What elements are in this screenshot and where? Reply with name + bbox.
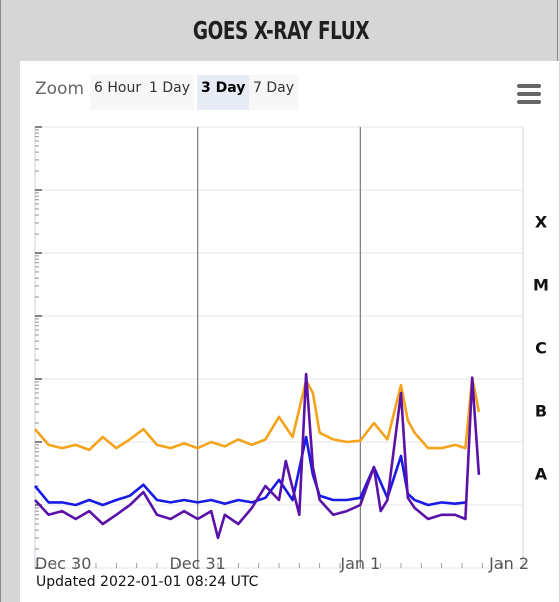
series-line-0 bbox=[34, 376, 481, 452]
series-line-2 bbox=[34, 372, 481, 540]
flare-class-labels: X M C B A bbox=[533, 213, 549, 484]
flare-class-label-x: X bbox=[535, 213, 548, 232]
x-axis-ticks: Dec 30 Dec 31 Jan 1 Jan 2 bbox=[35, 554, 529, 573]
zoom-1-day-button[interactable]: 1 Day bbox=[145, 75, 195, 110]
flare-class-label-m: M bbox=[533, 276, 549, 295]
series-line-1 bbox=[33, 435, 466, 507]
zoom-3-day-button[interactable]: 3 Day bbox=[197, 75, 250, 110]
x-tick-label: Dec 30 bbox=[35, 554, 91, 573]
zoom-6-hour-button[interactable]: 6 Hour bbox=[90, 75, 146, 110]
chart-panel: Zoom 6 Hour 1 Day 3 Day 7 Day Dec 30 Dec … bbox=[20, 61, 559, 602]
flare-class-label-c: C bbox=[535, 339, 547, 358]
zoom-label: Zoom bbox=[35, 79, 85, 99]
flare-class-label-b: B bbox=[535, 402, 547, 421]
y-axis-ticks bbox=[35, 126, 42, 569]
widget-title: GOES X-RAY FLUX bbox=[192, 15, 370, 45]
x-tick-label: Jan 1 bbox=[339, 554, 380, 573]
zoom-7-day-button[interactable]: 7 Day bbox=[249, 75, 299, 110]
updated-timestamp: Updated 2022-01-01 08:24 UTC bbox=[36, 574, 259, 590]
data-series bbox=[33, 372, 481, 540]
flare-class-label-a: A bbox=[535, 465, 548, 484]
hamburger-menu-icon[interactable] bbox=[517, 84, 541, 104]
x-tick-label: Jan 2 bbox=[488, 554, 529, 573]
